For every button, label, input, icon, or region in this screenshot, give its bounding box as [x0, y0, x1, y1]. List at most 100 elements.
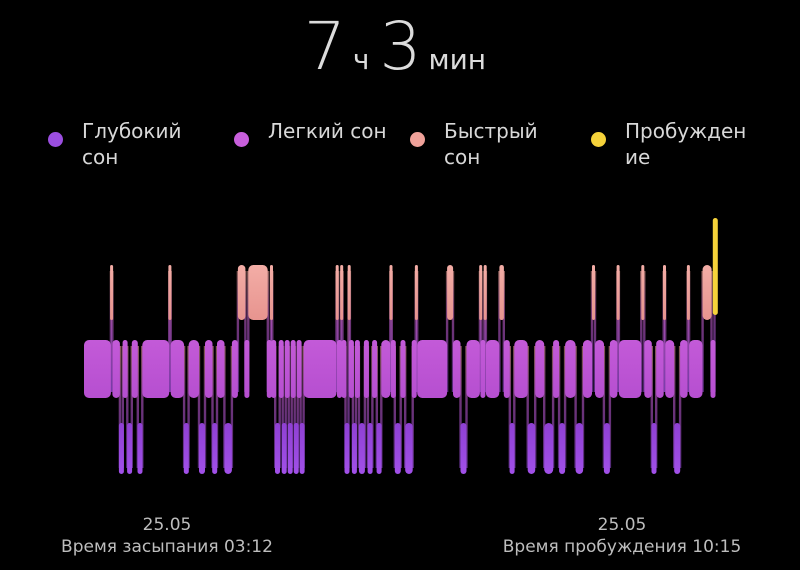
- legend-item-deep-sleep: Глубокий сон: [48, 118, 210, 170]
- stage-transition: [480, 271, 483, 392]
- sleep-duration: 7 ч 3 мин: [0, 8, 800, 85]
- sleep-stage-block: [499, 265, 504, 320]
- stage-transition: [526, 346, 529, 468]
- stage-transition: [574, 346, 577, 468]
- sleep-stage-block: [205, 340, 213, 398]
- sleep-stage-block: [299, 423, 305, 474]
- stage-transition: [287, 346, 290, 468]
- sleep-stage-block: [188, 340, 200, 398]
- stage-transition: [390, 271, 393, 392]
- sleep-stage-block: [466, 340, 480, 398]
- sleep-stage-block: [702, 265, 712, 320]
- sleep-stage-block: [509, 423, 515, 474]
- sleep-stage-block: [110, 265, 114, 320]
- stage-transition: [141, 346, 144, 468]
- legend-dot-deep-sleep: [48, 132, 63, 147]
- sleep-stage-block: [663, 265, 666, 320]
- stage-transition: [118, 346, 122, 468]
- sleep-stage-block: [363, 340, 369, 398]
- sleep-stage-block: [142, 340, 170, 398]
- sleep-stage-block: [351, 423, 357, 474]
- stage-transition: [357, 346, 361, 468]
- sleep-stage-block: [131, 340, 138, 398]
- sleep-stage-block: [335, 265, 339, 320]
- sleep-stage-block: [479, 265, 483, 320]
- stage-transition: [121, 346, 124, 468]
- stage-transition: [445, 271, 449, 392]
- stage-transition: [278, 346, 281, 468]
- chart-legend: Глубокий сон Легкий сон Быстрый сон Проб…: [48, 118, 788, 178]
- legend-item-rem-sleep: Быстрый сон: [410, 118, 544, 170]
- stage-transition: [348, 271, 352, 392]
- duration-hours-unit: ч: [352, 43, 370, 76]
- stage-transition: [563, 346, 567, 468]
- sleep-stage-block: [337, 340, 342, 398]
- sleep-stage-block: [290, 340, 296, 398]
- sleep-stage-block: [122, 340, 128, 398]
- stage-transition: [336, 271, 340, 392]
- sleep-stage-block: [447, 265, 454, 320]
- sleep-stage-block: [390, 340, 396, 398]
- stage-transition: [673, 346, 676, 468]
- stage-transition: [590, 271, 594, 392]
- sleep-stage-block: [680, 340, 688, 398]
- legend-label-deep-sleep: Глубокий сон: [82, 119, 182, 169]
- stage-transition: [223, 346, 226, 468]
- sleep-stage-block: [674, 423, 681, 474]
- stage-transition: [686, 271, 689, 392]
- sleep-stage-block: [281, 423, 287, 474]
- stage-transition: [244, 271, 247, 392]
- stage-transition: [414, 271, 417, 392]
- stage-transition: [344, 346, 347, 468]
- sleep-stage-block: [248, 265, 268, 320]
- stage-transition: [296, 346, 299, 468]
- sleep-stage-block: [411, 340, 417, 398]
- sleep-stage-block: [341, 340, 347, 398]
- sleep-stage-block: [592, 265, 595, 320]
- duration-minutes-unit: мин: [428, 43, 487, 76]
- sleep-stage-block: [651, 423, 657, 474]
- sleep-stage-block: [656, 340, 664, 398]
- stage-transition: [416, 271, 419, 392]
- stage-transitions: [109, 224, 716, 468]
- sleep-stage-block: [575, 423, 584, 474]
- sleep-stage-block: [296, 340, 302, 398]
- stage-transition: [271, 271, 274, 392]
- stage-transition: [354, 346, 358, 468]
- sleep-stage-block: [503, 340, 510, 398]
- sleep-stage-block: [527, 423, 536, 474]
- stage-transition: [230, 346, 234, 468]
- sleep-stage-block: [609, 340, 618, 398]
- stage-transition: [543, 346, 546, 468]
- legend-dot-rem-sleep: [410, 132, 425, 147]
- sleep-stage-block: [376, 423, 382, 474]
- sleep-start-date: 25.05: [142, 515, 192, 535]
- sleep-stage-block: [453, 340, 461, 398]
- stage-transition: [508, 346, 511, 468]
- sleep-stage-block: [367, 423, 373, 474]
- stage-transition: [502, 271, 505, 392]
- sleep-stage-block: [553, 340, 560, 398]
- stage-transition: [608, 346, 612, 468]
- sleep-stage-block: [340, 265, 344, 320]
- legend-label-light-sleep: Легкий сон: [268, 119, 387, 143]
- stage-transition: [678, 346, 682, 468]
- stage-transition: [211, 346, 214, 468]
- stage-transition: [478, 271, 482, 392]
- stage-transition: [371, 346, 374, 468]
- stage-transition: [111, 271, 114, 392]
- sleep-stage-block: [618, 340, 642, 398]
- stage-transition: [557, 346, 561, 468]
- sleep-stage-block: [303, 340, 337, 398]
- duration-minutes: 3: [379, 8, 423, 85]
- stage-transition: [187, 346, 190, 468]
- stage-transition: [274, 346, 277, 468]
- sleep-stage-block: [686, 265, 690, 320]
- stage-transition: [335, 271, 338, 392]
- sleep-stage-block: [84, 340, 111, 398]
- sleep-stage-block: [689, 340, 703, 398]
- sleep-stage-block: [244, 340, 250, 398]
- sleep-stage-block: [168, 265, 172, 320]
- stage-blocks: [84, 218, 718, 474]
- sleep-stage-block: [275, 423, 280, 474]
